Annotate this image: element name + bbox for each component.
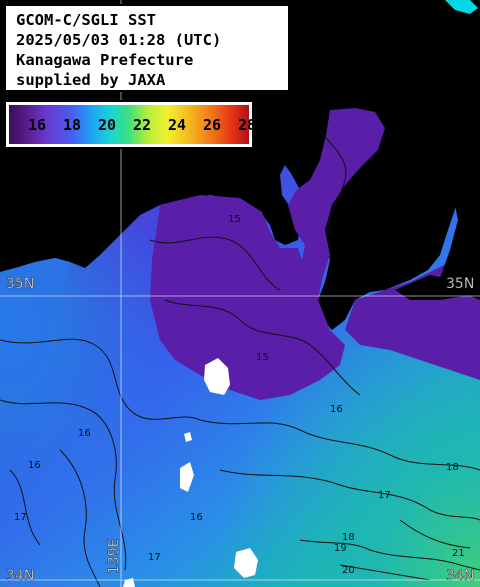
legend-tick: 20 xyxy=(98,116,117,134)
contour-label: 17 xyxy=(14,512,27,523)
title-line-credit: supplied by JAXA xyxy=(16,71,166,89)
contour-label: 15 xyxy=(256,352,269,363)
legend-tick: 28 xyxy=(238,116,257,134)
contour-label: 16 xyxy=(28,460,41,471)
lat-label-34n-right: 34N xyxy=(446,568,475,585)
oshima-island xyxy=(204,358,230,395)
lat-label-35n-left: 35N xyxy=(6,276,35,293)
tokyo-bay xyxy=(288,108,385,300)
contour-label: 17 xyxy=(378,490,391,501)
lat-label-35n-right: 35N xyxy=(446,276,475,293)
contour-label: 15 xyxy=(228,214,241,225)
legend-tick: 18 xyxy=(63,116,82,134)
legend-tick: 22 xyxy=(133,116,152,134)
lat-label-34n-left: 34N xyxy=(6,568,35,585)
title-line-datetime: 2025/05/03 01:28 (UTC) xyxy=(16,31,222,49)
legend-tick: 26 xyxy=(203,116,222,134)
title-line-region: Kanagawa Prefecture xyxy=(16,51,194,69)
title-box: GCOM-C/SGLI SST 2025/05/03 01:28 (UTC) K… xyxy=(4,4,290,92)
legend-color-bar xyxy=(9,105,249,144)
sagami-bay xyxy=(150,195,345,400)
contour-label: 19 xyxy=(334,543,347,554)
legend-tick: 24 xyxy=(168,116,187,134)
color-legend: 16 18 20 22 24 26 28 xyxy=(4,100,256,149)
contour-label: 16 xyxy=(330,404,343,415)
contour-label: 18 xyxy=(446,462,459,473)
contour-label-group: 15 15 16 16 16 16 17 17 17 18 18 19 20 2… xyxy=(14,214,465,576)
contour-label: 17 xyxy=(148,552,161,563)
lon-label-139e: 139E xyxy=(106,538,123,574)
contour-label: 16 xyxy=(190,512,203,523)
contour-label: 18 xyxy=(342,532,355,543)
contour-label: 20 xyxy=(342,565,355,576)
contour-label: 16 xyxy=(78,428,91,439)
legend-tick: 16 xyxy=(28,116,47,134)
legend-labels: 16 18 20 22 24 26 28 xyxy=(28,116,273,134)
contour-label: 21 xyxy=(452,548,465,559)
title-line-product: GCOM-C/SGLI SST xyxy=(16,11,156,29)
contour-lines xyxy=(0,129,480,587)
